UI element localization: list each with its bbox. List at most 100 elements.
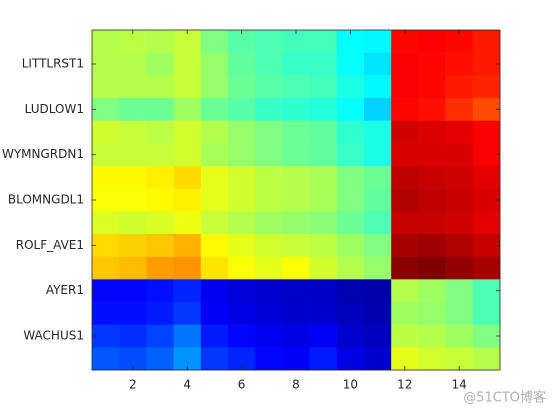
heatmap-cell	[146, 234, 174, 257]
heatmap-cell	[282, 211, 310, 235]
heatmap-cell	[472, 166, 501, 189]
heatmap-cell	[119, 279, 147, 303]
heatmap-cell	[200, 347, 229, 371]
heatmap-cell	[472, 279, 501, 303]
heatmap-cell	[92, 166, 120, 189]
heatmap-cell	[472, 143, 501, 167]
heatmap-cell	[364, 166, 392, 189]
heatmap-cell	[309, 279, 338, 303]
heatmap-cell	[92, 143, 120, 167]
y-tick-label: ROLF_AVE1	[16, 238, 84, 252]
heatmap-cell	[255, 324, 283, 348]
heatmap-cell	[173, 52, 202, 76]
heatmap-cell	[336, 279, 365, 303]
heatmap-cell	[255, 166, 283, 189]
heatmap-cell	[391, 166, 419, 189]
heatmap-cell	[336, 166, 365, 189]
heatmap-cell	[445, 143, 474, 167]
heatmap-cell	[228, 188, 256, 212]
heatmap-cell	[228, 166, 256, 189]
heatmap-cell	[364, 302, 392, 325]
heatmap-cell	[282, 143, 310, 167]
heatmap-cell	[336, 256, 365, 280]
heatmap-cell	[445, 75, 474, 99]
heatmap-cell	[228, 279, 256, 303]
heatmap-cell	[146, 52, 174, 76]
heatmap-cell	[173, 98, 202, 121]
heatmap-cell	[228, 52, 256, 76]
heatmap-cell	[200, 120, 229, 144]
heatmap-cell	[309, 188, 338, 212]
heatmap-cell	[119, 143, 147, 167]
heatmap-cell	[418, 347, 446, 371]
heatmap-cell	[119, 256, 147, 280]
heatmap-cell	[472, 347, 501, 371]
heatmap-cell	[364, 188, 392, 212]
heatmap-cell	[200, 211, 229, 235]
heatmap-cell	[364, 30, 392, 53]
heatmap-cell	[418, 98, 446, 121]
heatmap-cell	[472, 120, 501, 144]
heatmap-cell	[228, 211, 256, 235]
heatmap-cell	[364, 98, 392, 121]
heatmap-cell	[418, 302, 446, 325]
x-tick-label: 6	[238, 378, 246, 392]
heatmap-cell	[391, 347, 419, 371]
heatmap-cell	[336, 324, 365, 348]
heatmap-cell	[336, 120, 365, 144]
heatmap-cell	[418, 120, 446, 144]
heatmap-cell	[309, 302, 338, 325]
heatmap-cell	[364, 52, 392, 76]
heatmap-cell	[200, 324, 229, 348]
heatmap-cell	[391, 324, 419, 348]
heatmap-cell	[418, 211, 446, 235]
heatmap-cell	[255, 75, 283, 99]
x-tick-label: 10	[343, 378, 358, 392]
heatmap-cell	[391, 98, 419, 121]
heatmap-cell	[228, 98, 256, 121]
heatmap-cell	[418, 279, 446, 303]
heatmap-cell	[173, 188, 202, 212]
heatmap-cell	[336, 30, 365, 53]
heatmap-cell	[336, 188, 365, 212]
heatmap-cell	[146, 347, 174, 371]
heatmap-cell	[119, 52, 147, 76]
heatmap-cell	[472, 188, 501, 212]
heatmap-cell	[92, 188, 120, 212]
heatmap-cell	[336, 347, 365, 371]
heatmap-cell	[364, 234, 392, 257]
heatmap-cell	[200, 234, 229, 257]
heatmap-cell	[418, 234, 446, 257]
heatmap-cell	[146, 188, 174, 212]
heatmap-cell	[364, 324, 392, 348]
heatmap-cell	[92, 302, 120, 325]
heatmap-cell	[92, 30, 120, 53]
heatmap-cell	[173, 324, 202, 348]
heatmap-cell	[391, 143, 419, 167]
heatmap-cell	[255, 279, 283, 303]
heatmap-cell	[119, 98, 147, 121]
heatmap-cell	[146, 302, 174, 325]
heatmap-cell	[255, 143, 283, 167]
heatmap-cell	[255, 211, 283, 235]
x-tick-label: 2	[129, 378, 137, 392]
heatmap-cell	[146, 279, 174, 303]
heatmap-cell	[364, 347, 392, 371]
heatmap-cell	[255, 188, 283, 212]
heatmap-cell	[200, 302, 229, 325]
heatmap-cell	[200, 256, 229, 280]
heatmap-cell	[309, 52, 338, 76]
y-tick-label: WACHUS1	[23, 329, 84, 343]
x-tick-label: 8	[292, 378, 300, 392]
heatmap-cell	[391, 75, 419, 99]
heatmap-cell	[364, 120, 392, 144]
y-tick-label: LUDLOW1	[25, 102, 84, 116]
heatmap-cell	[92, 256, 120, 280]
heatmap-cell	[282, 188, 310, 212]
heatmap-cell	[228, 347, 256, 371]
x-tick-label: 12	[397, 378, 412, 392]
watermark: @51CTO博客	[463, 390, 546, 406]
heatmap-cell	[418, 256, 446, 280]
heatmap-cell	[228, 256, 256, 280]
